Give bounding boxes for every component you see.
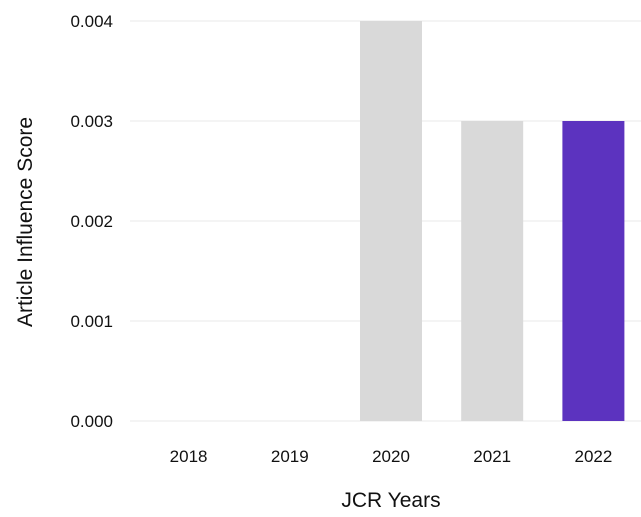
bars bbox=[360, 21, 625, 421]
y-tick-label: 0.000 bbox=[70, 412, 113, 431]
x-tick-label-2018: 2018 bbox=[170, 447, 208, 466]
y-axis-title: Article Influence Score bbox=[14, 117, 37, 327]
x-tick-label-2022: 2022 bbox=[574, 447, 612, 466]
x-axis-title: JCR Years bbox=[341, 489, 440, 512]
x-tick-labels: 2018 2019 2020 2021 2022 bbox=[170, 447, 613, 466]
y-tick-label: 0.003 bbox=[70, 112, 113, 131]
bar-2022 bbox=[562, 121, 625, 421]
y-tick-label: 0.004 bbox=[70, 12, 113, 31]
x-tick-label-2020: 2020 bbox=[372, 447, 410, 466]
y-tick-label: 0.002 bbox=[70, 212, 113, 231]
y-tick-label: 0.001 bbox=[70, 312, 113, 331]
x-tick-label-2019: 2019 bbox=[271, 447, 309, 466]
y-tick-labels: 0.000 0.001 0.002 0.003 0.004 bbox=[70, 12, 113, 431]
bar-2021 bbox=[461, 121, 524, 421]
bar-2020 bbox=[360, 21, 422, 421]
x-tick-label-2021: 2021 bbox=[473, 447, 511, 466]
